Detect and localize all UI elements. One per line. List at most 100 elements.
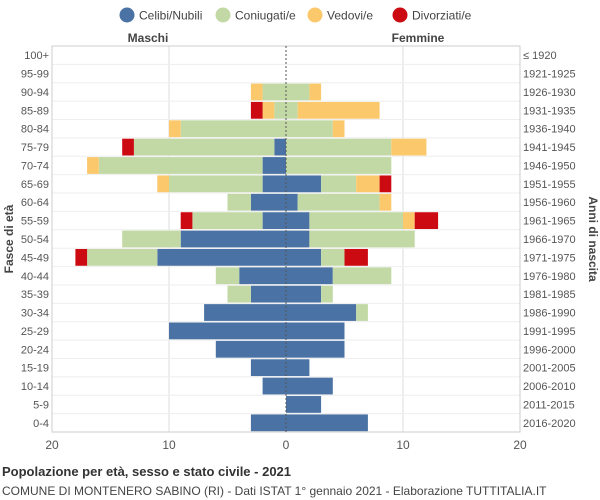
y-axis-title-left: Fasce di età <box>2 204 16 273</box>
legend-marker <box>307 7 323 23</box>
legend-marker <box>119 7 135 23</box>
bar-male <box>262 157 286 174</box>
bar-male <box>250 193 286 211</box>
age-group-label: 50-54 <box>21 234 49 246</box>
bar-male <box>87 248 158 266</box>
birth-year-label: 1981-1985 <box>523 289 576 301</box>
bar-female <box>309 83 322 101</box>
bar-female <box>321 248 345 266</box>
birth-year-label: 2016-2020 <box>523 418 576 430</box>
age-group-label: 95-99 <box>21 69 49 81</box>
bar-male <box>169 322 286 340</box>
birth-year-label: 1931-1935 <box>523 105 576 117</box>
age-group-label: 25-29 <box>21 326 49 338</box>
bar-female <box>286 120 333 138</box>
bar-male <box>157 175 169 193</box>
bar-female <box>286 175 322 193</box>
bar-female <box>286 377 333 395</box>
birth-year-label: 1926-1930 <box>523 87 576 99</box>
bar-female <box>403 212 415 230</box>
legend-label: Celibi/Nubili <box>139 9 202 23</box>
bar-female <box>286 322 345 340</box>
birth-year-label: 1976-1980 <box>523 271 576 283</box>
bar-female <box>344 248 368 266</box>
bar-male <box>274 101 286 119</box>
y-axis-title-right: Anni di nascita <box>586 196 600 282</box>
bar-male <box>262 175 286 193</box>
bar-female <box>321 175 357 193</box>
bar-female <box>379 175 392 193</box>
bar-male <box>239 267 286 285</box>
birth-year-label: ≤ 1920 <box>523 50 557 62</box>
females-side-label: Femmine <box>392 31 445 45</box>
chart-footer-source: COMUNE DI MONTENERO SABINO (RI) - Dati I… <box>2 484 547 498</box>
bar-male <box>133 138 275 156</box>
males-side-label: Maschi <box>128 31 169 45</box>
birth-year-label: 1986-1990 <box>523 308 576 320</box>
legend-marker <box>215 7 231 23</box>
age-group-label: 55-59 <box>21 216 49 228</box>
bar-male <box>262 212 286 230</box>
legend-label: Vedovi/e <box>327 9 373 23</box>
bar-male <box>122 230 181 248</box>
age-group-label: 30-34 <box>21 308 49 320</box>
bar-male <box>169 175 263 193</box>
x-tick-label: 10 <box>162 438 176 452</box>
bar-female <box>391 138 427 156</box>
bar-female <box>286 83 310 101</box>
bar-female <box>286 414 368 432</box>
birth-year-label: 1966-1970 <box>523 234 576 246</box>
bar-male <box>157 248 286 266</box>
birth-year-label: 1991-1995 <box>523 326 576 338</box>
x-tick-label: 10 <box>396 438 410 452</box>
birth-year-label: 2006-2010 <box>523 381 576 393</box>
age-group-label: 0-4 <box>33 418 49 430</box>
birth-year-label: 1936-1940 <box>523 124 576 136</box>
bar-female <box>286 193 298 211</box>
bar-male <box>180 212 193 230</box>
bar-male <box>180 230 286 248</box>
age-group-label: 80-84 <box>21 124 49 136</box>
x-tick-label: 20 <box>45 438 59 452</box>
bar-male <box>250 359 286 377</box>
bar-female <box>286 248 322 266</box>
birth-year-label: 1971-1975 <box>523 252 576 264</box>
bar-male <box>204 304 286 321</box>
bar-female <box>286 285 322 303</box>
bar-female <box>286 101 298 119</box>
bar-female <box>286 138 392 156</box>
bar-male <box>87 157 99 174</box>
age-group-label: 60-64 <box>21 197 49 209</box>
bar-male <box>122 138 134 156</box>
age-group-label: 90-94 <box>21 87 49 99</box>
legend-label: Coniugati/e <box>235 9 296 23</box>
bar-female <box>286 340 345 358</box>
birth-year-label: 1951-1955 <box>523 179 576 191</box>
bar-female <box>356 175 380 193</box>
birth-year-label: 1961-1965 <box>523 216 576 228</box>
legend-label: Divorziati/e <box>412 9 472 23</box>
birth-year-label: 1941-1945 <box>523 142 576 154</box>
age-group-label: 70-74 <box>21 160 49 172</box>
bar-male <box>227 285 251 303</box>
bar-male <box>250 101 263 119</box>
bar-female <box>414 212 439 230</box>
bar-female <box>286 230 310 248</box>
birth-year-label: 2001-2005 <box>523 363 576 375</box>
bar-female <box>379 193 392 211</box>
birth-year-label: 1921-1925 <box>523 69 576 81</box>
bar-male <box>227 193 251 211</box>
bar-male <box>98 157 263 174</box>
age-group-label: 75-79 <box>21 142 49 154</box>
legend-marker <box>392 7 408 23</box>
age-group-label: 65-69 <box>21 179 49 191</box>
bar-female <box>309 212 403 230</box>
bar-male <box>192 212 263 230</box>
age-group-label: 5-9 <box>33 399 49 411</box>
bar-female <box>286 267 333 285</box>
chart-footer-title: Popolazione per età, sesso e stato civil… <box>2 464 292 479</box>
bar-female <box>309 230 415 248</box>
age-group-label: 45-49 <box>21 252 49 264</box>
age-group-label: 10-14 <box>21 381 49 393</box>
birth-year-label: 2011-2015 <box>523 399 575 411</box>
